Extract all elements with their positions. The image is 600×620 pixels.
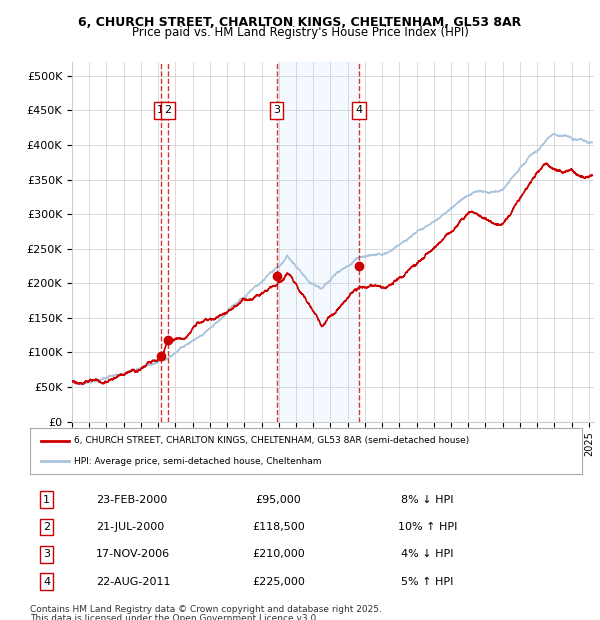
Text: HPI: Average price, semi-detached house, Cheltenham: HPI: Average price, semi-detached house,… [74, 457, 322, 466]
Text: 2: 2 [43, 522, 50, 532]
Text: 22-AUG-2011: 22-AUG-2011 [96, 577, 171, 587]
Text: 3: 3 [43, 549, 50, 559]
Text: £118,500: £118,500 [252, 522, 305, 532]
Text: 10% ↑ HPI: 10% ↑ HPI [398, 522, 457, 532]
Text: This data is licensed under the Open Government Licence v3.0.: This data is licensed under the Open Gov… [30, 614, 319, 620]
Text: 5% ↑ HPI: 5% ↑ HPI [401, 577, 454, 587]
Text: Contains HM Land Registry data © Crown copyright and database right 2025.: Contains HM Land Registry data © Crown c… [30, 604, 382, 614]
Text: £210,000: £210,000 [252, 549, 305, 559]
Text: 1: 1 [43, 495, 50, 505]
Text: 4: 4 [43, 577, 50, 587]
Text: 21-JUL-2000: 21-JUL-2000 [96, 522, 164, 532]
Text: £225,000: £225,000 [252, 577, 305, 587]
Text: 2: 2 [164, 105, 171, 115]
Text: 4: 4 [355, 105, 362, 115]
Text: £95,000: £95,000 [256, 495, 301, 505]
Bar [277, 62, 359, 422]
Text: 1: 1 [157, 105, 164, 115]
Text: 3: 3 [273, 105, 280, 115]
Text: 8% ↓ HPI: 8% ↓ HPI [401, 495, 454, 505]
Text: Price paid vs. HM Land Registry's House Price Index (HPI): Price paid vs. HM Land Registry's House … [131, 26, 469, 39]
Text: 6, CHURCH STREET, CHARLTON KINGS, CHELTENHAM, GL53 8AR (semi-detached house): 6, CHURCH STREET, CHARLTON KINGS, CHELTE… [74, 436, 469, 445]
Text: 4% ↓ HPI: 4% ↓ HPI [401, 549, 454, 559]
Text: 17-NOV-2006: 17-NOV-2006 [96, 549, 170, 559]
Text: 6, CHURCH STREET, CHARLTON KINGS, CHELTENHAM, GL53 8AR: 6, CHURCH STREET, CHARLTON KINGS, CHELTE… [79, 16, 521, 29]
Text: 23-FEB-2000: 23-FEB-2000 [96, 495, 167, 505]
